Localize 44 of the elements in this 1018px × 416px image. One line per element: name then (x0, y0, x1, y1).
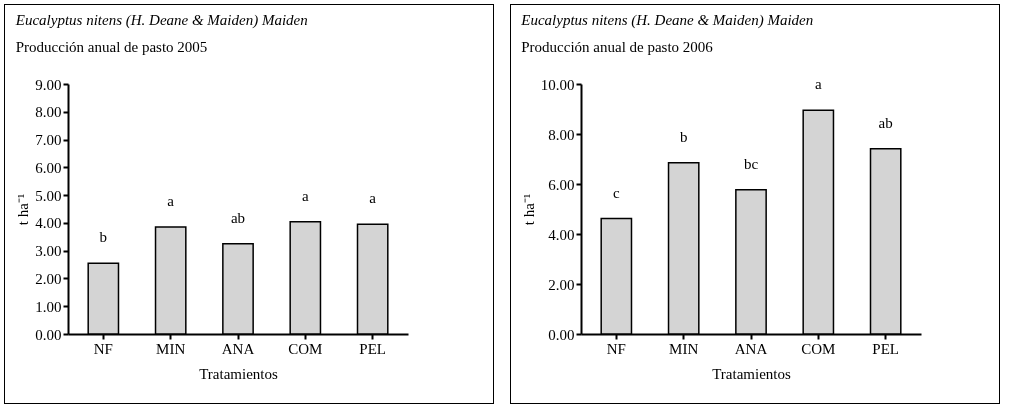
x-tick-label: NF (93, 340, 113, 357)
chart-subtitle: Producción anual de pasto 2005 (15, 39, 208, 55)
y-axis-title: t ha⁻¹ (15, 193, 32, 226)
annotation: ab (230, 209, 246, 226)
annotation: a (369, 190, 377, 207)
annotation: a (814, 76, 822, 93)
x-tick-label: NF (606, 340, 626, 357)
x-tick-label: MIN (156, 340, 186, 357)
x-tick-label: COM (288, 340, 323, 357)
y-tick-label: 8.00 (548, 126, 575, 143)
x-axis-title: Tratamientos (199, 365, 278, 382)
y-axis-title: t ha⁻¹ (520, 193, 537, 226)
x-tick-label: PEL (359, 340, 386, 357)
annotation: a (167, 193, 175, 210)
y-tick-label: 10.00 (540, 76, 575, 93)
y-tick-label: 8.00 (35, 104, 62, 121)
y-tick-label: 2.00 (548, 276, 575, 293)
y-tick-label: 4.00 (35, 215, 62, 232)
annotation: c (613, 184, 621, 201)
y-tick-label: 3.00 (35, 243, 62, 260)
y-tick-label: 7.00 (35, 132, 62, 149)
y-tick-label: 2.00 (35, 270, 62, 287)
y-tick-label: 0.00 (548, 326, 575, 343)
chart-title: Eucalyptus nitens (H. Deane & Maiden) Maiden (14, 12, 308, 29)
x-axis-title: Tratamientos (712, 365, 791, 382)
y-tick-label: 6.00 (548, 176, 575, 193)
y-tick-label: 4.00 (548, 226, 575, 243)
y-tick-label: 9.00 (35, 76, 62, 93)
y-tick-label: 5.00 (35, 187, 62, 204)
y-tick-label: 0.00 (35, 326, 62, 343)
x-tick-label: ANA (221, 340, 255, 357)
x-tick-label: ANA (734, 340, 768, 357)
annotation: b (679, 128, 688, 145)
y-tick-label: 1.00 (35, 298, 62, 315)
x-tick-label: MIN (669, 340, 699, 357)
chart-title: Eucalyptus nitens (H. Deane & Maiden) Maiden (520, 12, 814, 29)
chart-subtitle: Producción anual de pasto 2006 (521, 39, 714, 55)
x-tick-label: COM (801, 340, 836, 357)
annotation: b (99, 229, 108, 246)
y-tick-label: 6.00 (35, 159, 62, 176)
annotation: bc (743, 155, 759, 172)
annotation: ab (878, 114, 893, 131)
x-tick-label: PEL (872, 340, 899, 357)
annotation: a (301, 187, 309, 204)
